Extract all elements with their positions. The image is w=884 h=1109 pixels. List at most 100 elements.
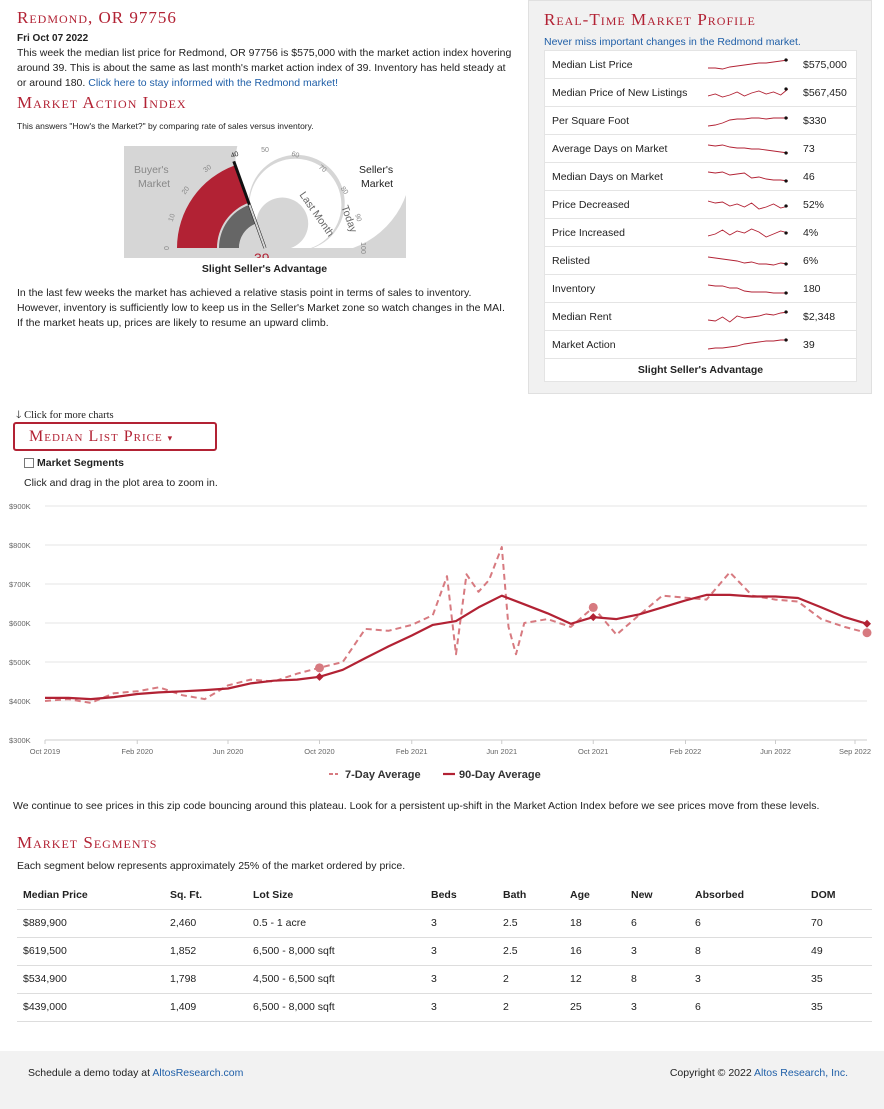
gauge-tick-label: 20 [181, 185, 191, 196]
x-tick-label: Jun 2021 [486, 747, 517, 756]
segments-column-header: Age [564, 881, 625, 910]
sparkline-end-dot [784, 151, 788, 155]
footer: Schedule a demo today at AltosResearch.c… [0, 1051, 884, 1109]
buyers-market-label-1: Buyer's [134, 164, 169, 176]
profile-row-label: Price Increased [552, 227, 625, 239]
segments-column-header: DOM [805, 881, 872, 910]
segments-column-header: Bath [497, 881, 564, 910]
sparkline [708, 58, 788, 70]
profile-row[interactable]: Inventory 180 [545, 275, 856, 303]
sparkline [708, 228, 788, 238]
segments-row: $534,900 1,798 4,500 - 6,500 sqft 3 2 12 8 3 35 [17, 965, 872, 994]
gauge-tick-label: 70 [317, 164, 328, 174]
segments-cell: $439,000 [17, 993, 164, 1022]
sparkline-end-dot [784, 262, 788, 266]
x-tick-label: Feb 2021 [396, 747, 428, 756]
sparkline-path [708, 284, 788, 294]
profile-row-value: $2,348 [803, 311, 836, 323]
x-tick-label: Oct 2020 [304, 747, 334, 756]
profile-row[interactable]: Median List Price $575,000 [545, 51, 856, 79]
company-link[interactable]: Altos Research, Inc. [754, 1067, 848, 1079]
legend-label-7-day[interactable]: 7-Day Average [345, 769, 421, 781]
chart-type-dropdown[interactable]: Median List Price ▾ [13, 422, 217, 451]
profile-row-label: Inventory [552, 283, 596, 295]
chart-legend: 7-Day Average 90-Day Average [329, 769, 541, 781]
profile-subscribe-link[interactable]: Never miss important changes in the Redm… [544, 36, 801, 48]
profile-row[interactable]: Market Action 39 [545, 331, 856, 359]
y-tick-label: $400K [9, 697, 31, 706]
profile-row-label: Median Price of New Listings [552, 87, 688, 99]
segments-cell: 8 [689, 937, 805, 966]
more-charts-label: Click for more charts [24, 410, 114, 421]
segments-column-header: Median Price [17, 881, 164, 910]
y-tick-label: $600K [9, 619, 31, 628]
segments-cell: 2.5 [497, 909, 564, 938]
profile-row[interactable]: Price Decreased 52% [545, 191, 856, 219]
market-segments-label: Market Segments [37, 457, 124, 469]
profile-row[interactable]: Median Rent $2,348 [545, 303, 856, 331]
profile-row-label: Price Decreased [552, 199, 630, 211]
segments-row: $619,500 1,852 6,500 - 8,000 sqft 3 2.5 16 3 8 4… [17, 937, 872, 966]
series-point-90-day [315, 672, 324, 681]
sellers-market-label-1: Seller's [359, 164, 393, 176]
profile-row[interactable]: Average Days on Market 73 [545, 135, 856, 163]
segments-row: $439,000 1,409 6,500 - 8,000 sqft 3 2 25 3 6 35 [17, 993, 872, 1022]
profile-row-label: Per Square Foot [552, 115, 630, 127]
segments-cell: 3 [625, 993, 689, 1022]
altos-site-link[interactable]: AltosResearch.com [152, 1067, 244, 1079]
segments-column-header: Sq. Ft. [164, 881, 247, 910]
sparkline-end-dot [784, 58, 788, 62]
gauge-tick-label: 90 [353, 213, 362, 223]
profile-row[interactable]: Price Increased 4% [545, 219, 856, 247]
profile-row[interactable]: Median Price of New Listings $567,450 [545, 79, 856, 107]
profile-row-value: 52% [803, 199, 825, 211]
median-list-price-chart[interactable]: $300K $400K $500K $600K $700K $800K $900K Oct … [0, 495, 884, 790]
profile-row-label: Relisted [552, 255, 590, 267]
segments-table: Median Price Sq. Ft. Lot Size Beds Bath Age Ne… [17, 881, 872, 1022]
chart-series [44, 546, 872, 704]
segments-column-header: New [625, 881, 689, 910]
gauge-value: 39 [254, 250, 270, 258]
legend-label-90-day[interactable]: 90-Day Average [459, 769, 541, 781]
dropdown-label: Median List Price [29, 428, 163, 445]
sellers-market-label-2: Market [361, 178, 393, 190]
segments-column-header: Lot Size [247, 881, 425, 910]
profile-row[interactable]: Median Days on Market 46 [545, 163, 856, 191]
series-line-90-day [45, 593, 868, 701]
profile-row-value: $575,000 [803, 59, 847, 71]
segments-cell: 8 [625, 965, 689, 994]
gauge-today-fill [177, 165, 249, 248]
segments-cell: 35 [805, 965, 872, 994]
segments-column-header: Beds [425, 881, 497, 910]
more-charts-link[interactable]: 🡓 Click for more charts [16, 407, 114, 425]
x-tick-label: Oct 2019 [30, 747, 60, 756]
segments-cell: 16 [564, 937, 625, 966]
profile-row[interactable]: Relisted 6% [545, 247, 856, 275]
profile-row[interactable]: Per Square Foot $330 [545, 107, 856, 135]
main-column: Redmond, OR 97756 Fri Oct 07 2022 This w… [17, 8, 512, 329]
gauge-hub [239, 222, 291, 248]
y-axis-ticks: $300K $400K $500K $600K $700K $800K $900K [9, 502, 31, 745]
gauge-last-month-needle [248, 204, 266, 249]
segments-cell: 0.5 - 1 acre [247, 909, 425, 938]
sparkline [708, 338, 788, 350]
segments-column-header: Absorbed [689, 881, 805, 910]
segments-cell: 6 [625, 909, 689, 938]
footer-demo: Schedule a demo today at AltosResearch.c… [28, 1067, 243, 1079]
segments-cell: 3 [425, 993, 497, 1022]
market-segments-toggle[interactable]: Market Segments [24, 457, 124, 469]
segments-cell: 4,500 - 6,500 sqft [247, 965, 425, 994]
mai-subtitle: This answers "How's the Market?" by comp… [17, 121, 314, 131]
market-segments-checkbox[interactable] [24, 458, 34, 468]
segments-cell: 3 [689, 965, 805, 994]
stay-informed-link[interactable]: Click here to stay informed with the Red… [88, 77, 339, 89]
profile-caption: Slight Seller's Advantage [637, 364, 764, 376]
x-tick-label: Sep 2022 [839, 747, 871, 756]
copyright-text: Copyright © 2022 [669, 1067, 752, 1079]
sparkline [708, 256, 788, 266]
sparkline-path [708, 339, 788, 350]
profile-row-value: 39 [803, 339, 815, 351]
sparkline [708, 144, 788, 155]
segments-cell: 6,500 - 8,000 sqft [247, 993, 425, 1022]
sparkline-path [708, 311, 788, 323]
